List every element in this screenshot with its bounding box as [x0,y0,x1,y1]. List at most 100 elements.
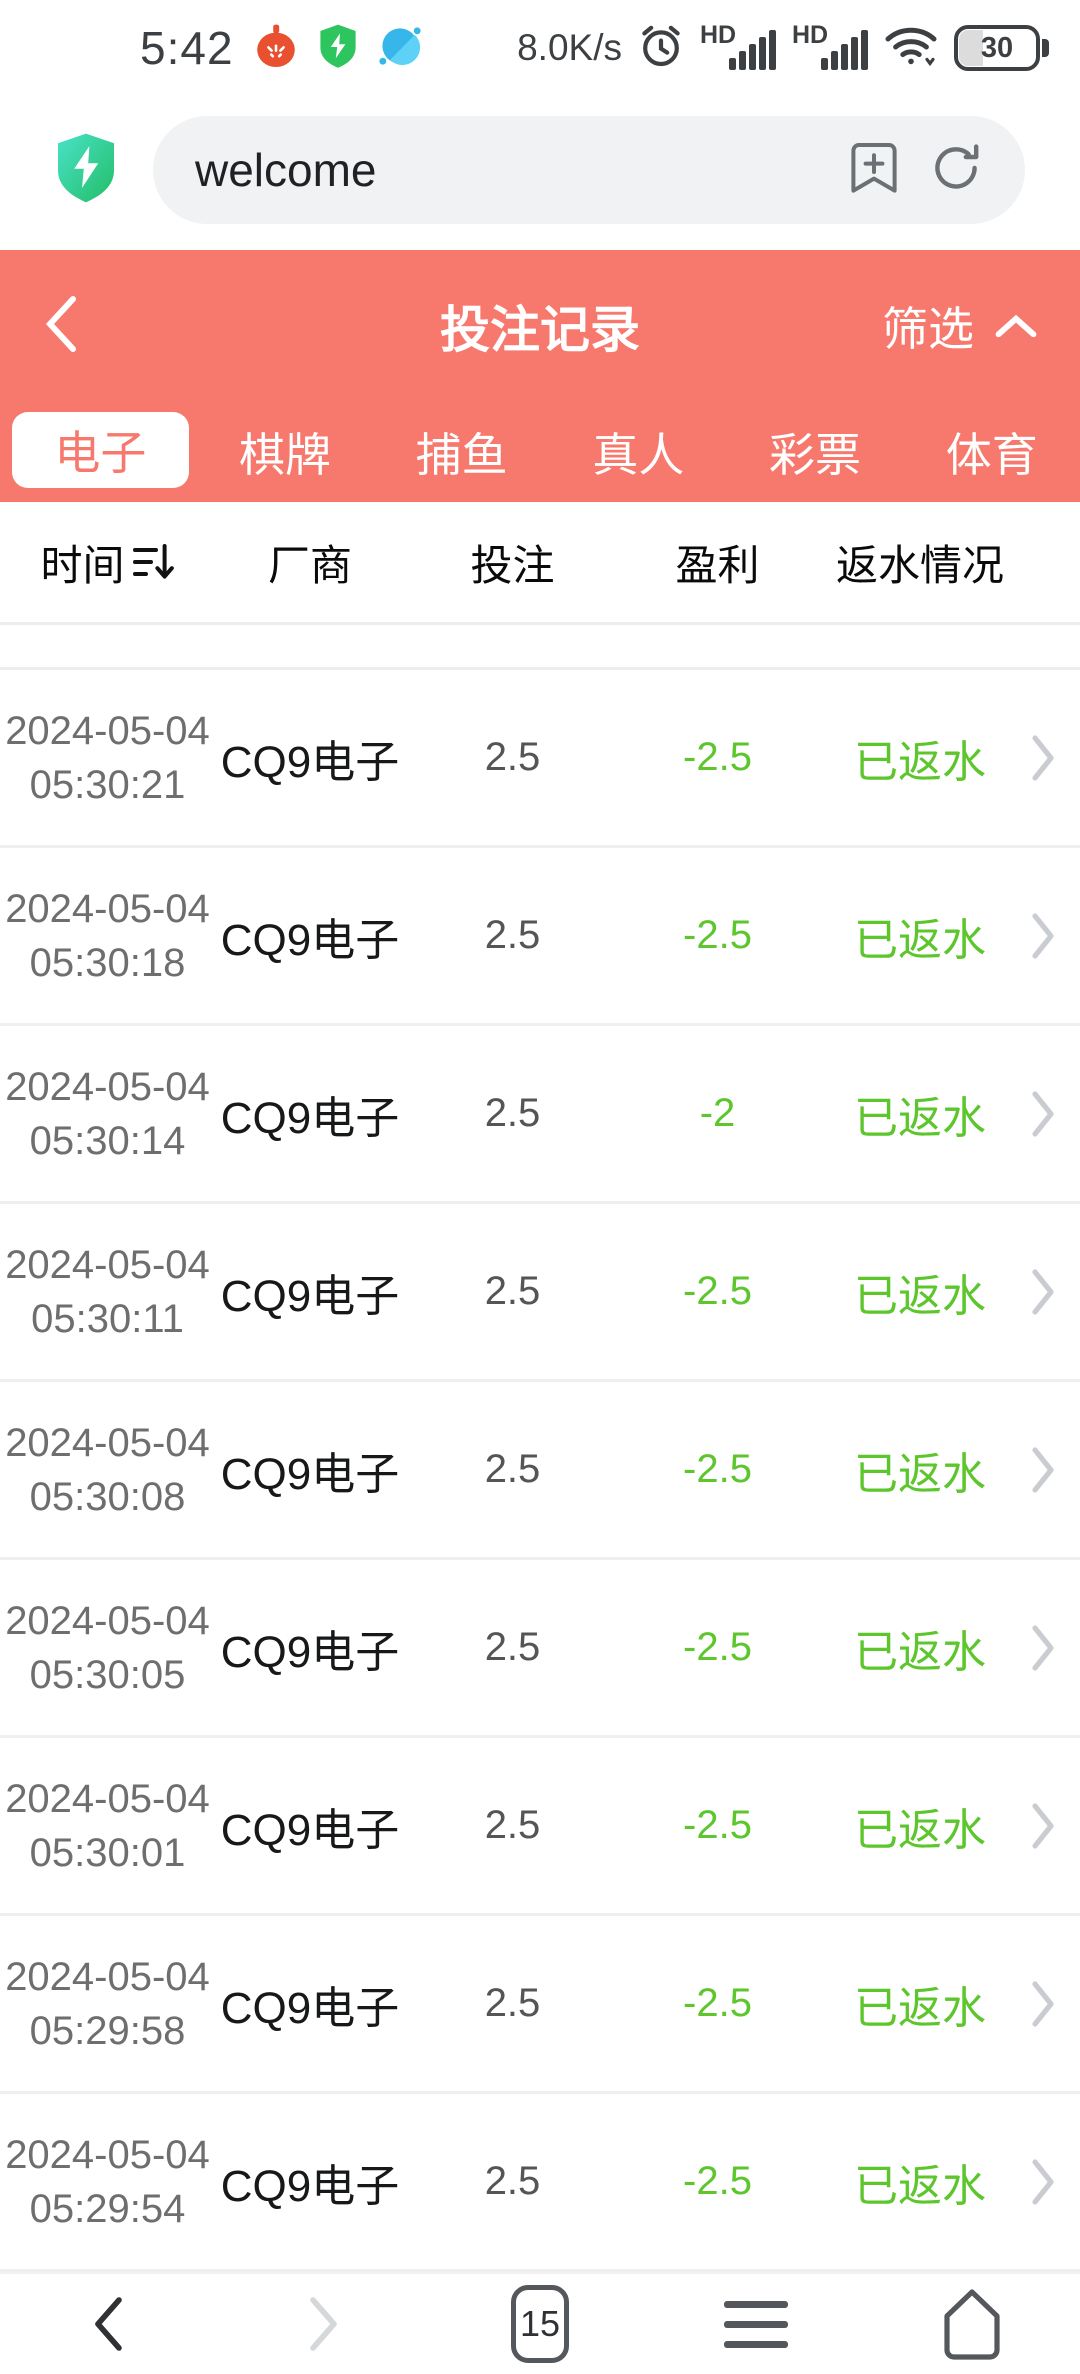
row-detail-chevron[interactable] [1025,733,1080,783]
row-datetime: 2024-05-04 05:30:14 [5,1064,210,1163]
status-bar: 5:42 8.0K/s HD HD [0,0,1080,90]
chevron-right-icon [1032,912,1054,959]
row-rebate-status: 已返水 [854,1271,986,1321]
row-datetime: 2024-05-04 05:29:58 [5,1954,210,2053]
row-profit: -2 [699,1091,736,1135]
home-icon [944,2289,1000,2360]
filter-button[interactable]: 筛选 [882,293,1038,359]
tab-count-badge: 15 [511,2285,569,2363]
row-profit: -2.5 [683,913,752,957]
tab-彩票[interactable]: 彩票 [769,429,862,481]
bookmark-add-icon[interactable] [849,140,899,201]
column-time[interactable]: 时间 [0,532,215,593]
column-profit: 盈利 [675,541,760,589]
network-speed: 8.0K/s [517,27,622,68]
row-bet-amount: 2.5 [484,2159,541,2203]
planet-browser-icon [378,24,422,73]
page-title: 投注记录 [440,302,640,358]
url-text[interactable]: welcome [195,144,377,196]
row-rebate-status: 已返水 [854,2161,986,2211]
tab-捕鱼[interactable]: 捕鱼 [415,429,508,481]
row-detail-chevron[interactable] [1025,911,1080,961]
chevron-right-icon [1032,1980,1054,2027]
nav-forward-button[interactable] [216,2295,432,2353]
tab-棋牌[interactable]: 棋牌 [239,429,331,481]
row-bet-amount: 2.5 [484,913,541,957]
menu-icon [724,2300,788,2348]
row-detail-chevron[interactable] [1025,1089,1080,1139]
app-header: 投注记录 筛选 电子 棋牌 捕鱼 真人 彩票 体育 [0,250,1080,502]
row-datetime: 2024-05-04 05:30:05 [5,1598,210,1697]
table-row[interactable]: 2024-05-04 05:30:21 CQ9电子 2.5 -2.5 已返水 [0,670,1080,848]
row-profit: -2.5 [683,2159,752,2203]
tab-体育[interactable]: 体育 [945,429,1038,481]
chevron-up-icon [995,314,1037,338]
row-datetime: 2024-05-04 05:30:01 [5,1776,210,1875]
column-vendor: 厂商 [267,541,352,589]
table-row[interactable]: 2024-05-04 05:30:18 CQ9电子 2.5 -2.5 已返水 [0,848,1080,1026]
row-rebate-status: 已返水 [854,737,986,787]
chevron-right-icon [1032,1624,1054,1671]
table-row[interactable]: 2024-05-04 05:30:11 CQ9电子 2.5 -2.5 已返水 [0,1204,1080,1382]
nav-back-button[interactable] [0,2295,216,2353]
table-row[interactable]: 2024-05-04 05:30:05 CQ9电子 2.5 -2.5 已返水 [0,1560,1080,1738]
row-profit: -2.5 [683,1269,752,1313]
tomato-notification-icon [254,23,298,74]
row-detail-chevron[interactable] [1025,1801,1080,1851]
row-bet-amount: 2.5 [484,1803,541,1847]
table-row[interactable]: 2024-05-04 05:29:58 CQ9电子 2.5 -2.5 已返水 [0,1916,1080,2094]
row-detail-chevron[interactable] [1025,1623,1080,1673]
row-rebate-status: 已返水 [854,1093,986,1143]
table-row[interactable]: 2024-05-04 05:29:54 CQ9电子 2.5 -2.5 已返水 [0,2094,1080,2272]
sim1-signal-icon: HD [700,21,776,73]
row-rebate-status: 已返水 [854,1449,986,1499]
back-icon[interactable] [42,294,80,359]
table-row[interactable]: 2024-05-04 05:30:01 CQ9电子 2.5 -2.5 已返水 [0,1738,1080,1916]
address-bar[interactable]: welcome [153,116,1025,224]
chevron-right-icon [1032,2158,1054,2205]
row-detail-chevron[interactable] [1025,2157,1080,2207]
table-spacer [0,625,1080,670]
wifi-icon [884,23,938,74]
sim2-signal-icon: HD [792,21,868,73]
row-bet-amount: 2.5 [484,735,541,779]
table-row[interactable]: 2024-05-04 05:30:08 CQ9电子 2.5 -2.5 已返水 [0,1382,1080,1560]
row-detail-chevron[interactable] [1025,1979,1080,2029]
filter-label: 筛选 [882,303,974,355]
nav-menu-button[interactable] [648,2300,864,2348]
row-bet-amount: 2.5 [484,1625,541,1669]
category-tabs: 电子 棋牌 捕鱼 真人 彩票 体育 [0,402,1080,502]
row-bet-amount: 2.5 [484,1447,541,1491]
row-rebate-status: 已返水 [854,1983,986,2033]
nav-tabs-button[interactable]: 15 [432,2285,648,2363]
chevron-right-icon [1032,1802,1054,1849]
row-vendor: CQ9电子 [220,915,400,965]
row-rebate-status: 已返水 [854,1627,986,1677]
table-row[interactable]: 2024-05-04 05:30:14 CQ9电子 2.5 -2 已返水 [0,1026,1080,1204]
row-datetime: 2024-05-04 05:29:54 [5,2132,210,2231]
row-rebate-status: 已返水 [854,915,986,965]
row-datetime: 2024-05-04 05:30:21 [5,708,210,807]
chevron-right-icon [1032,734,1054,781]
nav-home-button[interactable] [864,2287,1080,2361]
row-datetime: 2024-05-04 05:30:18 [5,886,210,985]
column-bet: 投注 [470,541,555,589]
row-profit: -2.5 [683,735,752,779]
browser-url-bar: welcome [0,90,1080,250]
row-detail-chevron[interactable] [1025,1267,1080,1317]
row-detail-chevron[interactable] [1025,1445,1080,1495]
tab-电子[interactable]: 电子 [12,412,189,488]
table-header: 时间 厂商 投注 盈利 返水情况 [0,502,1080,625]
row-bet-amount: 2.5 [484,1981,541,2025]
tab-真人[interactable]: 真人 [592,429,685,481]
row-vendor: CQ9电子 [220,2161,400,2211]
shield-security-icon [318,23,358,74]
row-bet-amount: 2.5 [484,1091,541,1135]
battery-icon: 30 [954,25,1049,71]
chevron-right-icon [1032,1268,1054,1315]
row-datetime: 2024-05-04 05:30:11 [5,1242,210,1341]
refresh-icon[interactable] [929,141,983,200]
browser-shield-logo-icon[interactable] [55,132,117,209]
row-vendor: CQ9电子 [220,1805,400,1855]
